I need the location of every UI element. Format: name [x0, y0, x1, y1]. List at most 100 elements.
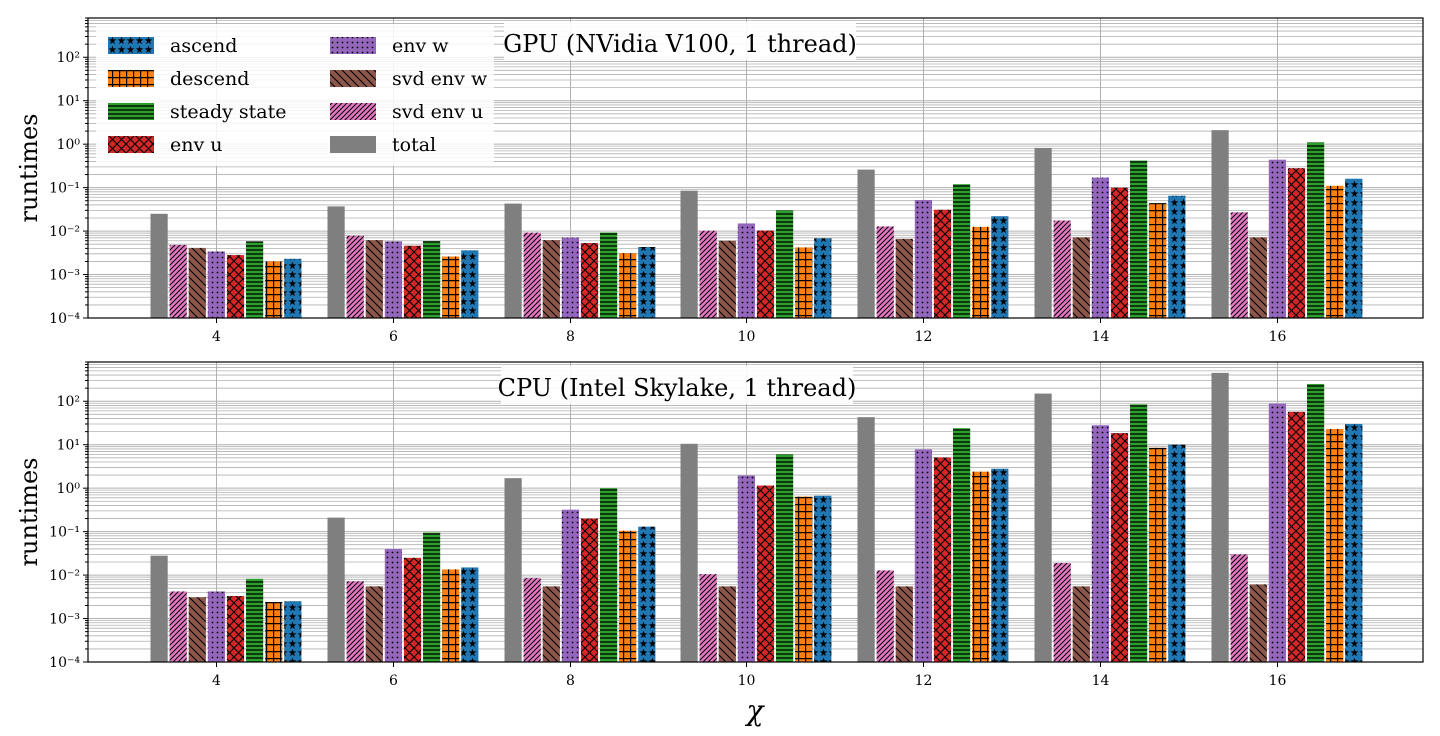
- legend-item-steady-state: steady state: [108, 101, 287, 123]
- panel-title: GPU (NVidia V100, 1 thread): [503, 30, 857, 58]
- bar-env-w-chi-4: [207, 251, 225, 318]
- bar-steady-state-chi-12: [953, 428, 971, 662]
- bar-env-w-chi-12: [914, 449, 932, 662]
- legend-label: svd env w: [392, 68, 488, 90]
- bar-svd-env-w-chi-6: [365, 240, 383, 318]
- x-tick-label: 16: [1269, 329, 1287, 345]
- bar-svd-env-w-chi-10: [718, 240, 736, 318]
- bar-ascend-chi-8: [638, 247, 656, 318]
- bar-svd-env-w-chi-14: [1072, 586, 1090, 662]
- bar-env-u-chi-8: [580, 243, 599, 318]
- bar-env-w-chi-10: [737, 223, 755, 318]
- bar-descend-chi-10: [795, 496, 813, 662]
- bar-svd-env-w-chi-10: [718, 586, 736, 662]
- y-tick-label: 10⁰: [57, 137, 81, 153]
- y-tick-label: 10¹: [57, 438, 80, 454]
- bar-env-u-chi-8: [580, 518, 599, 662]
- y-tick-label: 10⁻³: [49, 268, 80, 284]
- legend-item-svd-env-u: svd env u: [330, 101, 483, 123]
- bar-descend-chi-12: [972, 471, 990, 662]
- bar-svd-env-u-chi-12: [876, 226, 894, 318]
- bar-env-u-chi-6: [403, 557, 422, 662]
- gpu-panel: 10⁻⁴ 10⁻³ 10⁻² 10⁻¹ 10⁰ 10¹ 10² 4 6 8 10 12 14 16 runt…: [15, 17, 1424, 345]
- bar-env-u-chi-16: [1287, 168, 1306, 318]
- bar-ascend-chi-6: [461, 567, 479, 662]
- bar-steady-state-chi-10: [776, 210, 794, 318]
- legend-item-descend: descend: [108, 68, 249, 90]
- legend: ascend descend steady state env u env w svd e…: [96, 24, 494, 166]
- bar-descend-chi-6: [442, 256, 460, 318]
- bar-descend-chi-10: [795, 247, 813, 318]
- bar-env-w-chi-14: [1091, 177, 1109, 318]
- bar-svd-env-u-chi-16: [1230, 554, 1248, 662]
- bar-env-w-chi-16: [1268, 159, 1286, 318]
- y-tick-label: 10⁻²: [49, 568, 80, 584]
- bar-steady-state-chi-16: [1307, 142, 1325, 318]
- bar-descend-chi-16: [1326, 185, 1344, 318]
- bar-total-chi-10: [680, 443, 698, 662]
- bar-svd-env-u-chi-14: [1053, 220, 1071, 318]
- bar-env-u-chi-12: [933, 209, 952, 318]
- bar-env-w-chi-6: [384, 241, 402, 318]
- x-tick-label: 8: [566, 673, 575, 689]
- y-tick-label: 10⁰: [57, 481, 81, 497]
- bar-steady-state-chi-4: [246, 578, 264, 662]
- y-axis-label: runtimes: [15, 458, 43, 567]
- x-tick-label: 16: [1269, 673, 1287, 689]
- legend-label: env w: [392, 35, 449, 57]
- bar-env-w-chi-4: [207, 591, 225, 662]
- legend-swatch: [330, 103, 376, 120]
- legend-item-env-u: env u: [108, 134, 223, 156]
- bar-total-chi-16: [1211, 130, 1229, 318]
- bar-ascend-chi-14: [1168, 444, 1186, 662]
- bar-env-w-chi-14: [1091, 425, 1109, 662]
- x-tick-label: 6: [389, 329, 398, 345]
- bar-descend-chi-4: [265, 261, 283, 318]
- bar-steady-state-chi-6: [423, 532, 441, 662]
- bar-svd-env-u-chi-4: [169, 244, 187, 318]
- bar-steady-state-chi-14: [1130, 160, 1148, 318]
- x-tick-label: 10: [738, 329, 756, 345]
- x-tick-label: 8: [566, 329, 575, 345]
- bar-env-w-chi-8: [561, 509, 579, 662]
- bar-total-chi-10: [680, 190, 698, 318]
- bar-env-u-chi-14: [1110, 433, 1129, 662]
- bar-svd-env-w-chi-8: [542, 586, 560, 662]
- bar-total-chi-6: [327, 206, 345, 318]
- bar-descend-chi-8: [619, 530, 637, 662]
- legend-item-ascend: ascend: [108, 35, 237, 57]
- bar-descend-chi-12: [972, 226, 990, 318]
- bar-total-chi-16: [1211, 372, 1229, 662]
- bar-env-u-chi-10: [756, 230, 775, 318]
- cpu-panel: 10⁻⁴ 10⁻³ 10⁻² 10⁻¹ 10⁰ 10¹ 10² 4 6 8 10 12 14 16 runt…: [15, 361, 1424, 727]
- bar-svd-env-u-chi-16: [1230, 212, 1248, 318]
- x-tick-label: 12: [915, 329, 933, 345]
- legend-item-total: total: [330, 134, 436, 156]
- bars: [150, 130, 1363, 318]
- bar-env-u-chi-10: [756, 485, 775, 662]
- bar-steady-state-chi-6: [423, 241, 441, 318]
- bar-steady-state-chi-8: [600, 488, 618, 662]
- bar-env-u-chi-6: [403, 245, 422, 318]
- legend-swatch: [108, 70, 154, 87]
- gridlines: [88, 361, 1423, 663]
- bar-descend-chi-4: [265, 602, 283, 662]
- bar-env-w-chi-8: [561, 237, 579, 318]
- x-tick-label: 4: [212, 673, 221, 689]
- bar-svd-env-u-chi-8: [523, 578, 541, 662]
- bar-svd-env-w-chi-16: [1249, 237, 1267, 318]
- bar-env-u-chi-14: [1110, 187, 1129, 318]
- legend-label: env u: [170, 134, 223, 156]
- x-tick-label: 14: [1092, 673, 1110, 689]
- bar-ascend-chi-8: [638, 526, 656, 662]
- x-tick-label: 6: [389, 673, 398, 689]
- bar-ascend-chi-16: [1345, 178, 1363, 318]
- bar-env-w-chi-16: [1268, 403, 1286, 662]
- bar-total-chi-6: [327, 517, 345, 662]
- bar-svd-env-w-chi-16: [1249, 584, 1267, 662]
- x-tick-label: 10: [738, 673, 756, 689]
- y-axis-ticks: 10⁻⁴ 10⁻³ 10⁻² 10⁻¹ 10⁰ 10¹ 10²: [49, 17, 88, 327]
- y-tick-label: 10⁻³: [49, 612, 80, 628]
- bar-total-chi-12: [857, 169, 875, 318]
